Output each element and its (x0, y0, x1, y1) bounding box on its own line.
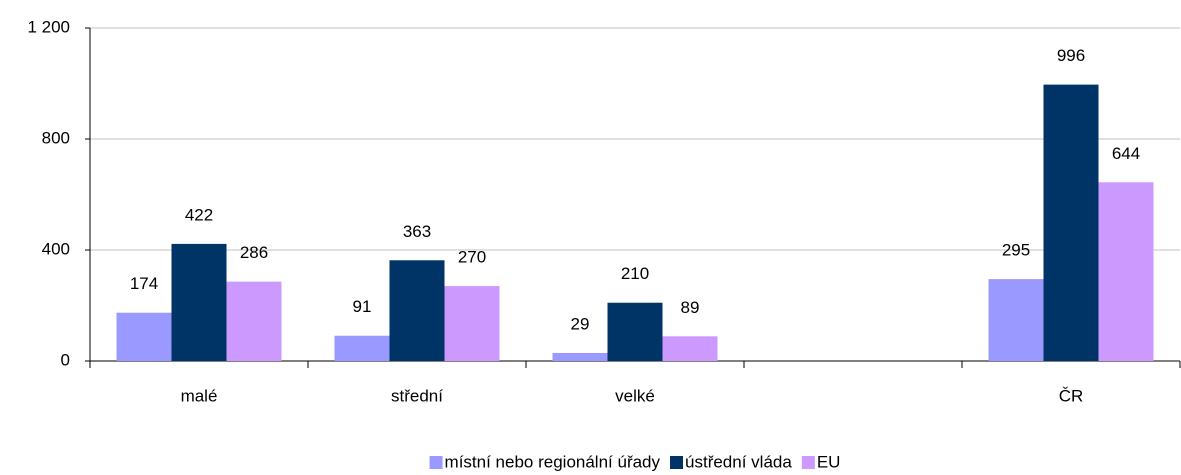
bar (389, 260, 445, 361)
bar (662, 336, 718, 361)
data-label: 295 (1002, 241, 1030, 260)
data-label: 996 (1057, 46, 1085, 65)
y-tick-label: 400 (42, 239, 70, 258)
y-tick-label: 1 200 (27, 17, 70, 36)
legend-item: místní nebo regionální úřady (429, 452, 661, 471)
bar (1098, 182, 1154, 361)
bar (334, 335, 390, 361)
legend-label: místní nebo regionální úřady (445, 452, 661, 471)
data-label: 422 (185, 205, 213, 224)
x-tick-label: velké (615, 386, 655, 405)
bar (1043, 84, 1099, 362)
legend-swatch (429, 456, 443, 469)
bar (116, 312, 172, 361)
data-label: 89 (681, 298, 700, 317)
x-tick-label: ČR (1059, 386, 1084, 405)
data-label: 644 (1112, 144, 1140, 163)
y-tick-label: 0 (61, 350, 70, 369)
bar (552, 352, 608, 361)
data-label: 174 (130, 274, 158, 293)
bar (988, 279, 1044, 361)
y-tick-label: 800 (42, 128, 70, 147)
bar (444, 286, 500, 361)
legend-swatch (801, 456, 815, 469)
bar (607, 302, 663, 361)
bar (171, 243, 227, 361)
data-label: 363 (403, 222, 431, 241)
x-tick-label: malé (181, 386, 218, 405)
legend-item: ústřední vláda (670, 452, 792, 471)
x-tick-label: střední (391, 386, 443, 405)
legend-label: ústřední vláda (685, 452, 792, 471)
legend-label: EU (817, 452, 841, 471)
data-label: 210 (621, 264, 649, 283)
legend-item: EU (801, 452, 841, 471)
data-label: 286 (240, 243, 268, 262)
data-label: 91 (353, 297, 372, 316)
bar (226, 281, 282, 361)
legend-swatch (670, 456, 684, 469)
data-label: 29 (571, 314, 590, 333)
data-label: 270 (458, 248, 486, 267)
